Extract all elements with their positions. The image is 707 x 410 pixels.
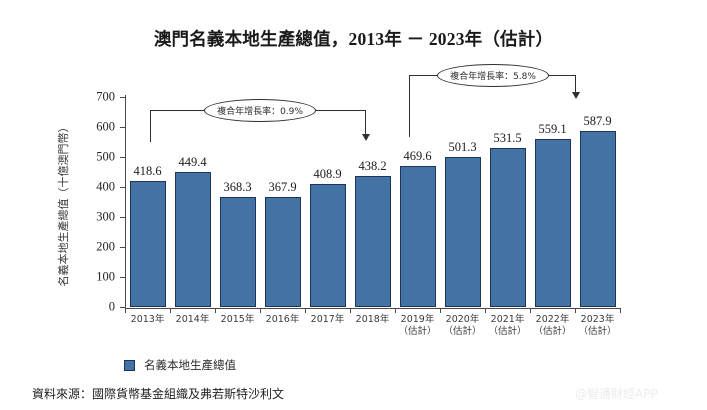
y-axis-line (125, 95, 127, 309)
x-axis-label-estimate: （估計） (443, 325, 482, 337)
x-axis-label: 2018年 (346, 314, 399, 326)
x-axis-label-year: 2017年 (310, 314, 345, 325)
x-axis-label: 2020年 （估計） (436, 314, 489, 337)
y-tick-label: 300 (96, 209, 115, 224)
bar-value-label: 469.6 (403, 149, 432, 164)
y-tick-label: 100 (96, 269, 115, 284)
x-tick-mark (350, 308, 351, 313)
bar[interactable] (264, 196, 301, 307)
y-axis-title: 名義本地生產總值（十億澳門幣） (57, 121, 70, 287)
x-axis-label-year: 2013年 (130, 314, 165, 325)
bar[interactable] (579, 130, 616, 307)
bar[interactable] (489, 147, 526, 307)
bar[interactable] (219, 196, 256, 307)
x-axis-label: 2017年 (301, 314, 354, 326)
x-axis-label-year: 2016年 (265, 314, 300, 325)
bar[interactable] (129, 181, 166, 307)
y-tick-label: 700 (96, 89, 115, 104)
bar[interactable] (399, 166, 436, 307)
x-tick-mark (260, 308, 261, 313)
cagr-left-arrowhead (361, 134, 370, 141)
y-tick-label: 0 (108, 299, 115, 314)
x-axis-label: 2014年 (166, 314, 219, 326)
source-note: 資料來源：國際貨幣基金組織及弗若斯特沙利文 (32, 387, 285, 401)
x-axis-label: 2015年 (211, 314, 264, 326)
y-tick-mark (120, 157, 125, 158)
y-tick-mark (120, 187, 125, 188)
y-tick-mark (120, 97, 125, 98)
cagr-left-connector-start (150, 110, 151, 142)
bar-value-label: 408.9 (313, 167, 342, 182)
bar[interactable] (444, 156, 481, 307)
x-axis-label-year: 2020年 (445, 314, 480, 325)
y-tick-mark (120, 277, 125, 278)
bar[interactable] (534, 139, 571, 307)
x-tick-mark (620, 308, 621, 313)
x-axis-label-year: 2019年 (400, 314, 435, 325)
y-tick-mark (120, 217, 125, 218)
x-tick-mark (575, 308, 576, 313)
x-axis-label-estimate: （估計） (488, 325, 527, 337)
cagr-left-bubble: 複合年增長率：0.9% (204, 99, 316, 122)
y-tick-label: 600 (96, 119, 115, 134)
x-tick-mark (485, 308, 486, 313)
x-axis-label-estimate: （估計） (398, 325, 437, 337)
x-tick-mark (215, 308, 216, 313)
bar[interactable] (309, 184, 346, 307)
x-axis-label: 2022年 （估計） (526, 314, 579, 337)
bar-value-label: 367.9 (268, 179, 297, 194)
y-tick-mark (120, 247, 125, 248)
x-axis-label-year: 2022年 (535, 314, 570, 325)
bar-value-label: 531.5 (493, 130, 522, 145)
cagr-left-text: 複合年增長率：0.9% (217, 107, 303, 117)
cagr-right-connector-start (409, 75, 410, 137)
bar-value-label: 587.9 (583, 113, 612, 128)
x-axis-label: 2013年 (121, 314, 174, 326)
x-axis-label-year: 2023年 (580, 314, 615, 325)
bar-value-label: 418.6 (133, 164, 162, 179)
plot-area (125, 97, 620, 307)
legend-label: 名義本地生產總值 (144, 358, 236, 372)
x-axis-label-year: 2015年 (220, 314, 255, 325)
bar-value-label: 501.3 (448, 139, 477, 154)
x-axis-label-year: 2021年 (490, 314, 525, 325)
cagr-left-connector-end (365, 110, 366, 135)
x-axis-label: 2016年 (256, 314, 309, 326)
legend-swatch-icon (124, 359, 135, 371)
cagr-right-bubble: 複合年增長率：5.8% (437, 64, 549, 87)
x-tick-mark (170, 308, 171, 313)
x-tick-mark (395, 308, 396, 313)
y-tick-label: 200 (96, 239, 115, 254)
bar-value-label: 449.4 (178, 155, 207, 170)
bar-value-label: 438.2 (358, 158, 387, 173)
bar[interactable] (354, 175, 391, 307)
x-tick-mark (125, 308, 126, 313)
x-axis-label-estimate: （估計） (533, 325, 572, 337)
x-axis-label-year: 2014年 (175, 314, 210, 325)
x-tick-mark (530, 308, 531, 313)
cagr-right-connector-end (575, 75, 576, 93)
x-tick-mark (440, 308, 441, 313)
x-axis-label: 2019年 （估計） (391, 314, 444, 337)
x-axis-label-estimate: （估計） (578, 325, 617, 337)
x-axis-line (125, 307, 620, 309)
y-tick-label: 400 (96, 179, 115, 194)
watermark: @智通財經APP (575, 387, 658, 401)
y-tick-label: 500 (96, 149, 115, 164)
bar-value-label: 559.1 (538, 122, 567, 137)
cagr-right-arrowhead (571, 92, 580, 99)
x-axis-label: 2021年 （估計） (481, 314, 534, 337)
y-tick-mark (120, 127, 125, 128)
chart-legend: 名義本地生產總值 (124, 357, 236, 373)
cagr-right-text: 複合年增長率：5.8% (450, 72, 536, 82)
chart-title: 澳門名義本地生產總值，2013年 － 2023年（估計） (153, 29, 554, 49)
x-axis-label: 2023年 （估計） (571, 314, 624, 337)
x-axis-label-year: 2018年 (355, 314, 390, 325)
bar[interactable] (174, 172, 211, 307)
x-tick-mark (305, 308, 306, 313)
y-tick-mark (120, 307, 125, 308)
bar-value-label: 368.3 (223, 179, 252, 194)
